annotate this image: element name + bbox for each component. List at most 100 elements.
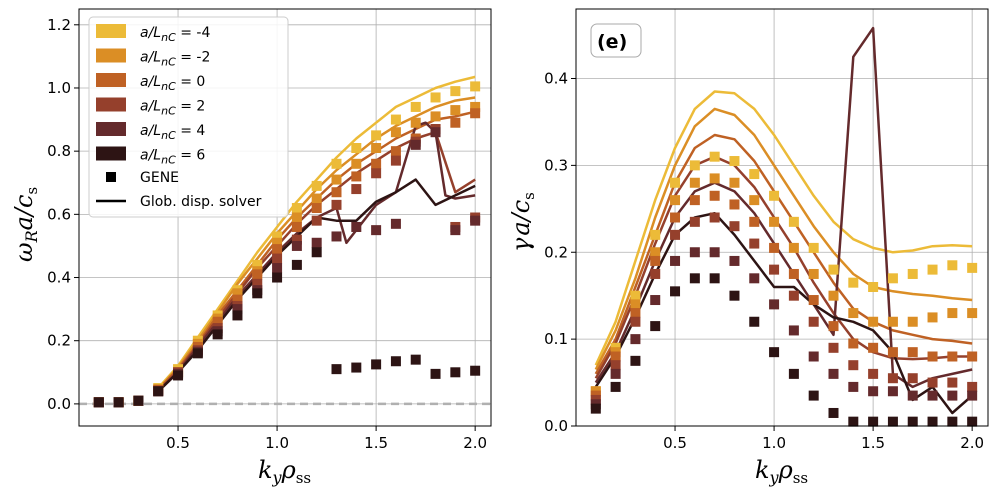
right-gene-point [650, 247, 661, 258]
left-gene-point [252, 259, 263, 270]
right-gene-point [670, 229, 681, 240]
left-gene-point [390, 127, 401, 138]
legend-label: a/LnC = 2 [140, 99, 205, 118]
left-y-tick-label: 1.2 [47, 16, 71, 34]
right-gene-point [868, 416, 879, 427]
right-axes-frame [575, 8, 989, 427]
right-gene-point [967, 351, 978, 362]
left-gene-point [113, 397, 124, 408]
legend-swatch [96, 97, 126, 112]
left-gene-point [430, 127, 441, 138]
left-gene-point [410, 117, 421, 128]
panel-label: (e) [597, 31, 627, 53]
right-gene-point [689, 273, 700, 284]
left-gene-point [291, 240, 302, 251]
right-x-tick-label: 0.5 [663, 434, 687, 452]
right-gene-point [868, 316, 879, 327]
right-y-tick-label: 0.4 [544, 70, 568, 88]
left-gene-point [212, 316, 223, 327]
left-gene-point [311, 247, 322, 258]
left-gene-markers [93, 81, 481, 408]
right-gene-point [749, 316, 760, 327]
right-gene-point [808, 351, 819, 362]
left-gene-point [93, 397, 104, 408]
left-x-ticks: 0.5 1.0 1.5 2.0 [166, 426, 487, 452]
right-gene-point [689, 216, 700, 227]
right-gene-point [848, 416, 859, 427]
right-gene-point [630, 299, 641, 310]
left-gene-point [390, 356, 401, 367]
right-gene-point [947, 308, 958, 319]
right-gene-point [630, 316, 641, 327]
left-gene-point [371, 143, 382, 153]
left-x-tick-label: 1.5 [364, 434, 388, 452]
right-gene-point [907, 373, 918, 384]
left-gene-point [371, 168, 382, 179]
right-gene-point [907, 347, 918, 358]
left-gene-point [450, 367, 461, 378]
legend-gene-label: GENE [140, 170, 179, 186]
right-gene-point [709, 173, 720, 184]
left-gene-point [470, 215, 481, 226]
left-gene-point [232, 294, 243, 305]
right-gene-point [947, 390, 958, 401]
left-gene-point [272, 237, 283, 248]
left-gene-point [331, 158, 342, 169]
right-gene-point [749, 195, 760, 206]
right-gene-point [808, 268, 819, 279]
right-gene-point [927, 416, 938, 427]
left-gene-point [450, 86, 461, 97]
right-gene-point [887, 316, 898, 327]
legend-solver-entry: Glob. disp. solver [96, 194, 262, 210]
left-gene-point [450, 105, 461, 116]
right-gene-point [670, 195, 681, 206]
right-gene-markers [590, 151, 978, 427]
left-gene-point [272, 263, 283, 274]
left-gene-point [331, 174, 342, 185]
left-y-tick-label: 0.6 [47, 205, 71, 223]
left-gene-point [430, 92, 441, 103]
left-gene-point [410, 101, 421, 112]
right-gene-point [848, 381, 859, 392]
left-y-ticks: 0.0 0.2 0.4 0.6 0.8 1.0 1.2 [47, 16, 79, 413]
legend-swatch [96, 48, 126, 63]
legend-gene-entry: GENE [106, 170, 179, 186]
panel-label-badge: (e) [590, 23, 642, 58]
right-solver-line-0 [594, 90, 973, 366]
legend-swatch [96, 146, 126, 161]
left-gene-point [291, 234, 302, 245]
left-gene-point [410, 139, 421, 150]
left-gene-point [311, 180, 322, 191]
right-gene-point [868, 368, 879, 379]
right-gene-point [967, 416, 978, 427]
left-gene-point [390, 146, 401, 157]
right-gene-point [887, 273, 898, 284]
right-gene-point [828, 290, 839, 301]
left-gene-point [470, 81, 481, 92]
right-gene-point [689, 195, 700, 206]
right-gene-point [650, 295, 661, 306]
left-gene-point [252, 278, 263, 289]
right-gene-point [610, 360, 621, 371]
right-gene-point [630, 355, 641, 366]
right-y-ticks: 0.0 0.1 0.2 0.3 0.4 [544, 70, 576, 435]
right-gene-point [749, 169, 760, 180]
left-gene-point [272, 253, 283, 264]
right-gene-point [887, 386, 898, 397]
right-gene-point [610, 368, 621, 379]
right-gene-point [927, 351, 938, 362]
right-gene-point [927, 312, 938, 323]
right-gene-point [947, 416, 958, 427]
left-gene-point [470, 365, 481, 376]
right-gene-point [749, 273, 760, 284]
left-gene-point [351, 143, 362, 153]
left-gene-point [331, 199, 342, 210]
left-y-tick-label: 0.0 [47, 395, 71, 413]
right-x-tick-label: 1.0 [762, 434, 786, 452]
right-gene-point [729, 156, 740, 167]
left-gene-point [252, 288, 263, 299]
right-gene-point [907, 390, 918, 401]
left-gene-point [331, 187, 342, 198]
right-gene-point [630, 290, 641, 301]
